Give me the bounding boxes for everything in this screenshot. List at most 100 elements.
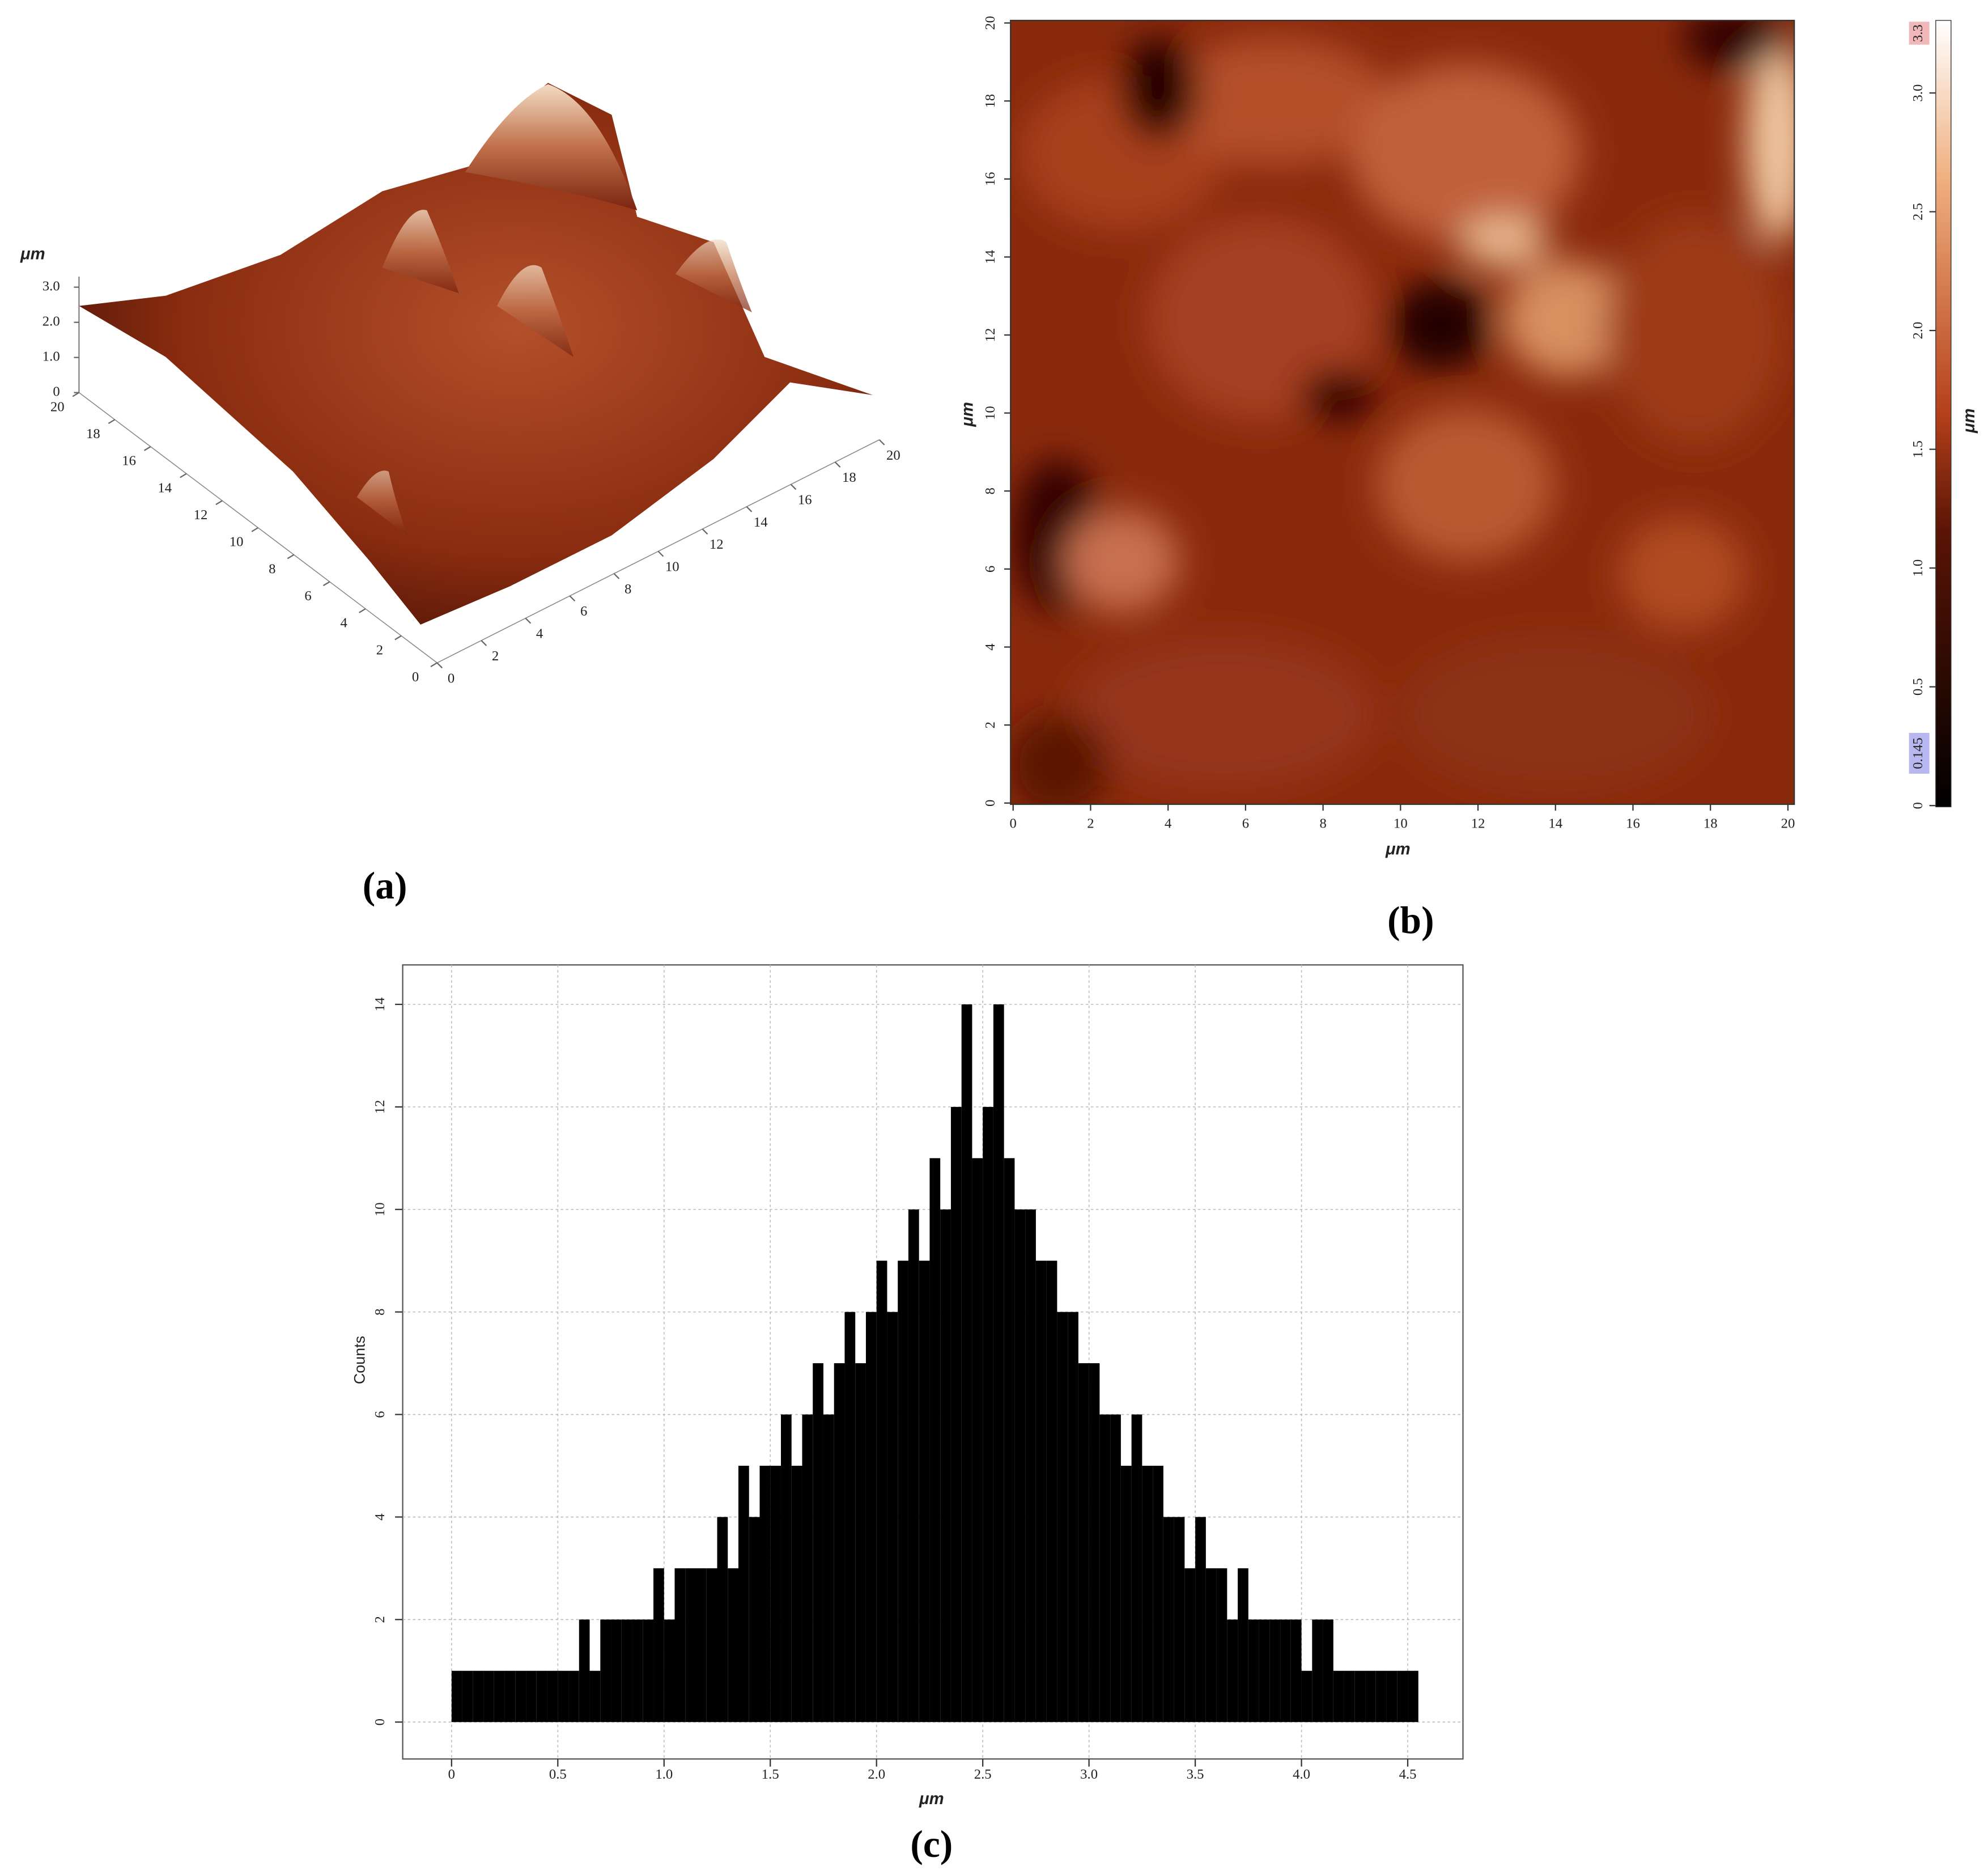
x-tick — [790, 483, 797, 490]
y-tick-label: 20 — [983, 16, 998, 30]
y-axis-label: μm — [959, 402, 977, 427]
y-tick-label: 2 — [376, 642, 383, 657]
bar — [717, 1517, 728, 1723]
bar — [780, 1414, 792, 1723]
x-axis-label: μm — [1385, 841, 1411, 859]
x-tick-label: 14 — [754, 515, 768, 530]
bar — [749, 1517, 760, 1723]
x-tick-label: 6 — [1242, 816, 1249, 832]
x-tick — [834, 461, 841, 468]
x-tick-label: 18 — [842, 470, 856, 485]
colorbar-tick-label: 2.5 — [1910, 203, 1926, 220]
colorbar-tick-label: 1.0 — [1910, 559, 1926, 577]
x-axis-label: μm — [919, 1790, 944, 1808]
x-tick-label: 2.0 — [868, 1767, 885, 1782]
bar — [451, 1670, 462, 1723]
plot-frame — [402, 964, 1464, 1760]
bar — [1333, 1670, 1344, 1723]
bar — [791, 1465, 802, 1723]
bar — [589, 1670, 601, 1723]
bar — [940, 1209, 951, 1723]
z-tick-label: 1.0 — [43, 349, 60, 364]
bar — [1153, 1465, 1163, 1723]
bar — [908, 1209, 919, 1723]
y-tick — [215, 500, 223, 506]
bar — [706, 1568, 717, 1723]
x-tick-label: 6 — [580, 604, 587, 619]
x-tick-label: 4.5 — [1399, 1767, 1417, 1782]
y-tick — [359, 608, 366, 613]
bar — [1354, 1670, 1366, 1723]
z-tick-label: 2.0 — [43, 313, 60, 329]
bar — [632, 1619, 643, 1723]
y-tick-label: 6 — [304, 588, 311, 604]
bar — [983, 1106, 993, 1723]
bar — [1290, 1619, 1302, 1723]
colorbar-tick-label: 0.5 — [1910, 678, 1926, 695]
x-tick-label: 2.5 — [974, 1767, 992, 1782]
x-tick-label: 20 — [1781, 816, 1795, 832]
y-tick-label: 8 — [269, 561, 275, 576]
x-tick — [746, 506, 753, 512]
bar — [1375, 1670, 1387, 1723]
bar — [876, 1261, 887, 1723]
bar — [1163, 1517, 1174, 1723]
bar — [887, 1312, 898, 1723]
colorbar-tick-label: 2.0 — [1910, 322, 1926, 340]
x-tick — [481, 640, 487, 646]
bar — [1184, 1568, 1196, 1723]
y-tick-label: 12 — [983, 328, 998, 342]
bar — [1174, 1517, 1185, 1723]
y-tick-label: 12 — [372, 1100, 388, 1114]
x-tick-label: 20 — [886, 448, 900, 463]
bar — [653, 1568, 664, 1723]
bar — [950, 1106, 962, 1723]
bar — [1078, 1363, 1089, 1723]
bar — [1280, 1619, 1291, 1723]
x-tick-label: 1.5 — [762, 1767, 779, 1782]
y-tick-label: 4 — [372, 1513, 388, 1520]
colorbar — [1935, 20, 1952, 808]
y-tick-label: 12 — [194, 507, 208, 523]
bar — [1408, 1670, 1418, 1723]
bar — [1014, 1209, 1026, 1723]
bar — [526, 1670, 537, 1723]
y-tick — [108, 419, 116, 425]
x-tick-label: 8 — [1319, 816, 1326, 832]
bar — [834, 1363, 845, 1723]
y-axis-label: Counts — [351, 1336, 368, 1384]
bar — [1110, 1414, 1121, 1723]
bar — [919, 1261, 930, 1723]
bar — [1269, 1619, 1281, 1723]
bar — [1248, 1619, 1259, 1723]
y-tick-label: 18 — [983, 94, 998, 108]
y-tick-label: 2 — [372, 1616, 388, 1623]
x-tick-label: 16 — [1626, 816, 1640, 832]
x-tick-label: 18 — [1704, 816, 1718, 832]
x-tick-label: 3.0 — [1080, 1767, 1098, 1782]
y-tick-label: 6 — [983, 566, 998, 572]
x-tick-label: 0 — [448, 1767, 455, 1782]
bar — [536, 1670, 547, 1723]
colorbar-tick-label: 3.0 — [1910, 84, 1926, 102]
bar — [1068, 1312, 1078, 1723]
y-tick-label: 14 — [983, 250, 998, 264]
bar — [770, 1465, 781, 1723]
bar — [621, 1619, 632, 1723]
x-tick-label: 10 — [665, 559, 679, 575]
bar — [993, 1004, 1004, 1723]
bar — [483, 1670, 494, 1723]
bar — [972, 1158, 983, 1723]
bar — [568, 1670, 579, 1723]
bar — [738, 1465, 749, 1723]
x-tick-label: 8 — [625, 582, 631, 597]
y-tick-label: 8 — [372, 1308, 388, 1315]
x-tick — [702, 528, 708, 535]
bar — [898, 1261, 908, 1723]
bar — [844, 1312, 856, 1723]
bar — [961, 1004, 972, 1723]
x-tick-label: 4.0 — [1293, 1767, 1310, 1782]
bar — [547, 1670, 558, 1723]
x-tick-label: 16 — [798, 492, 812, 507]
